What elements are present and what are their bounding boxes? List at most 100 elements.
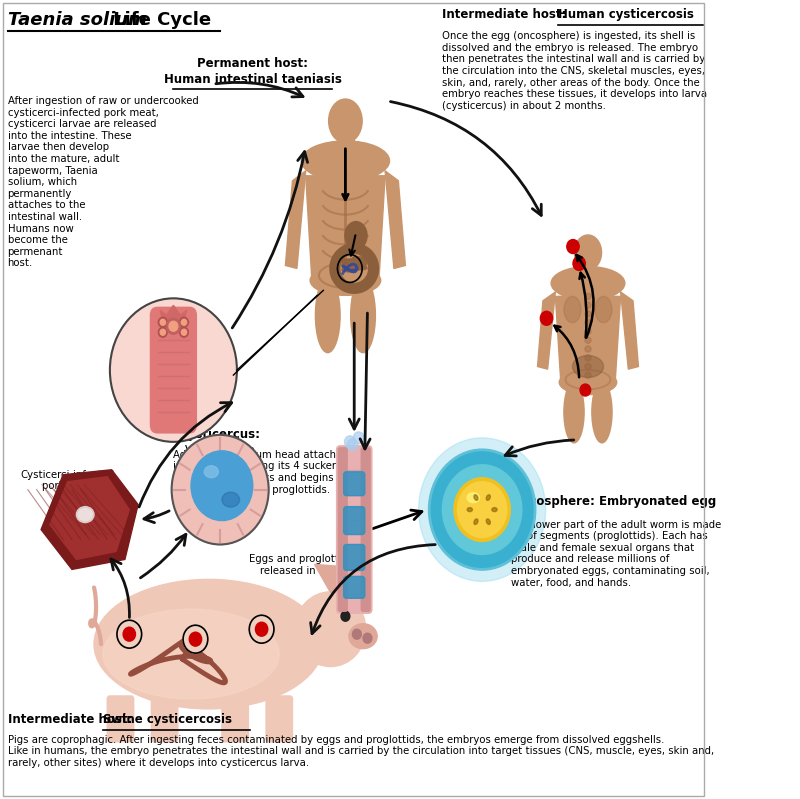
FancyArrowPatch shape [350, 323, 359, 429]
Text: Human intestinal taeniasis: Human intestinal taeniasis [164, 74, 342, 86]
FancyArrowPatch shape [390, 101, 542, 216]
Polygon shape [286, 171, 306, 268]
FancyArrowPatch shape [141, 535, 186, 578]
Ellipse shape [585, 337, 591, 344]
Ellipse shape [585, 302, 591, 308]
Text: After ingestion of raw or undercooked
cysticerci-infected pork meat,
cysticerci : After ingestion of raw or undercooked cy… [7, 96, 198, 268]
Ellipse shape [467, 507, 473, 511]
FancyBboxPatch shape [222, 696, 248, 741]
FancyArrowPatch shape [232, 152, 307, 328]
FancyBboxPatch shape [362, 447, 370, 611]
Text: Permanent host:: Permanent host: [198, 58, 308, 70]
Ellipse shape [474, 495, 478, 500]
Circle shape [540, 312, 553, 325]
Ellipse shape [585, 320, 591, 326]
Circle shape [160, 329, 166, 336]
Ellipse shape [559, 370, 617, 395]
Circle shape [430, 450, 535, 570]
Polygon shape [621, 292, 638, 369]
Polygon shape [41, 470, 138, 570]
FancyArrowPatch shape [139, 403, 232, 507]
Ellipse shape [585, 293, 591, 300]
Text: Cysticerci-infected
pork meat: Cysticerci-infected pork meat [21, 470, 114, 491]
Ellipse shape [315, 278, 340, 352]
FancyArrowPatch shape [310, 545, 435, 634]
Polygon shape [555, 296, 621, 382]
Circle shape [454, 478, 510, 542]
Ellipse shape [486, 519, 490, 524]
FancyArrowPatch shape [216, 82, 303, 97]
Ellipse shape [585, 364, 591, 370]
Text: Pigs are coprophagic. After ingesting feces contaminated by eggs and proglottids: Pigs are coprophagic. After ingesting fe… [7, 735, 714, 768]
Text: Taenia solium: Taenia solium [7, 11, 146, 30]
Circle shape [363, 633, 372, 643]
Circle shape [166, 318, 181, 334]
Polygon shape [158, 305, 190, 328]
Circle shape [250, 615, 274, 643]
Ellipse shape [564, 296, 581, 323]
Text: Viable larva: Viable larva [185, 444, 255, 457]
Circle shape [117, 620, 142, 648]
Ellipse shape [585, 355, 591, 361]
Polygon shape [538, 292, 555, 369]
Circle shape [458, 482, 507, 538]
Circle shape [160, 320, 166, 325]
Circle shape [183, 625, 208, 653]
Circle shape [182, 320, 186, 325]
Text: Intermediate host:: Intermediate host: [7, 713, 136, 726]
FancyArrowPatch shape [505, 440, 574, 456]
FancyBboxPatch shape [150, 308, 196, 433]
Circle shape [158, 328, 167, 337]
Circle shape [255, 622, 268, 636]
Polygon shape [306, 176, 385, 280]
Polygon shape [385, 171, 406, 268]
Circle shape [190, 632, 202, 646]
Circle shape [158, 317, 167, 328]
FancyBboxPatch shape [107, 696, 134, 741]
FancyBboxPatch shape [344, 507, 365, 535]
Circle shape [182, 329, 186, 336]
Circle shape [179, 328, 188, 337]
Circle shape [123, 627, 135, 641]
FancyBboxPatch shape [344, 471, 365, 495]
Text: Human cysticercosis: Human cysticercosis [558, 8, 694, 22]
Ellipse shape [564, 381, 584, 443]
FancyArrowPatch shape [111, 559, 130, 618]
Ellipse shape [574, 235, 602, 270]
Ellipse shape [103, 610, 279, 699]
Ellipse shape [585, 311, 591, 317]
Ellipse shape [295, 592, 366, 666]
FancyBboxPatch shape [151, 696, 178, 741]
Circle shape [418, 438, 546, 582]
Text: Intermediate host:: Intermediate host: [442, 8, 571, 22]
Polygon shape [50, 477, 130, 559]
Ellipse shape [573, 356, 603, 377]
Text: Once the egg (oncosphere) is ingested, its shell is
dissolved and the embryo is : Once the egg (oncosphere) is ingested, i… [442, 31, 707, 111]
Bar [337, 140, 354, 158]
Ellipse shape [585, 346, 591, 352]
FancyArrowPatch shape [360, 313, 370, 449]
Ellipse shape [310, 265, 381, 296]
Text: Oncosphere: Embryonated egg: Oncosphere: Embryonated egg [511, 495, 717, 507]
Ellipse shape [467, 493, 479, 503]
Ellipse shape [329, 99, 362, 143]
FancyArrowPatch shape [144, 511, 169, 523]
Circle shape [573, 256, 586, 270]
Circle shape [580, 384, 590, 396]
Circle shape [179, 317, 188, 328]
Circle shape [345, 436, 355, 447]
Ellipse shape [94, 579, 323, 709]
FancyBboxPatch shape [344, 544, 365, 570]
Ellipse shape [204, 466, 218, 478]
Ellipse shape [551, 267, 625, 300]
Ellipse shape [302, 141, 390, 181]
Circle shape [341, 611, 350, 622]
Circle shape [353, 629, 362, 639]
Polygon shape [314, 564, 348, 592]
FancyBboxPatch shape [344, 576, 365, 598]
Ellipse shape [595, 296, 612, 323]
Text: Adult Taenia solium head attaches to
intestinal wall using its 4 suckers
and 2 r: Adult Taenia solium head attaches to int… [174, 450, 362, 495]
Text: Life Cycle: Life Cycle [107, 11, 211, 30]
Ellipse shape [486, 495, 490, 500]
Ellipse shape [349, 624, 377, 649]
